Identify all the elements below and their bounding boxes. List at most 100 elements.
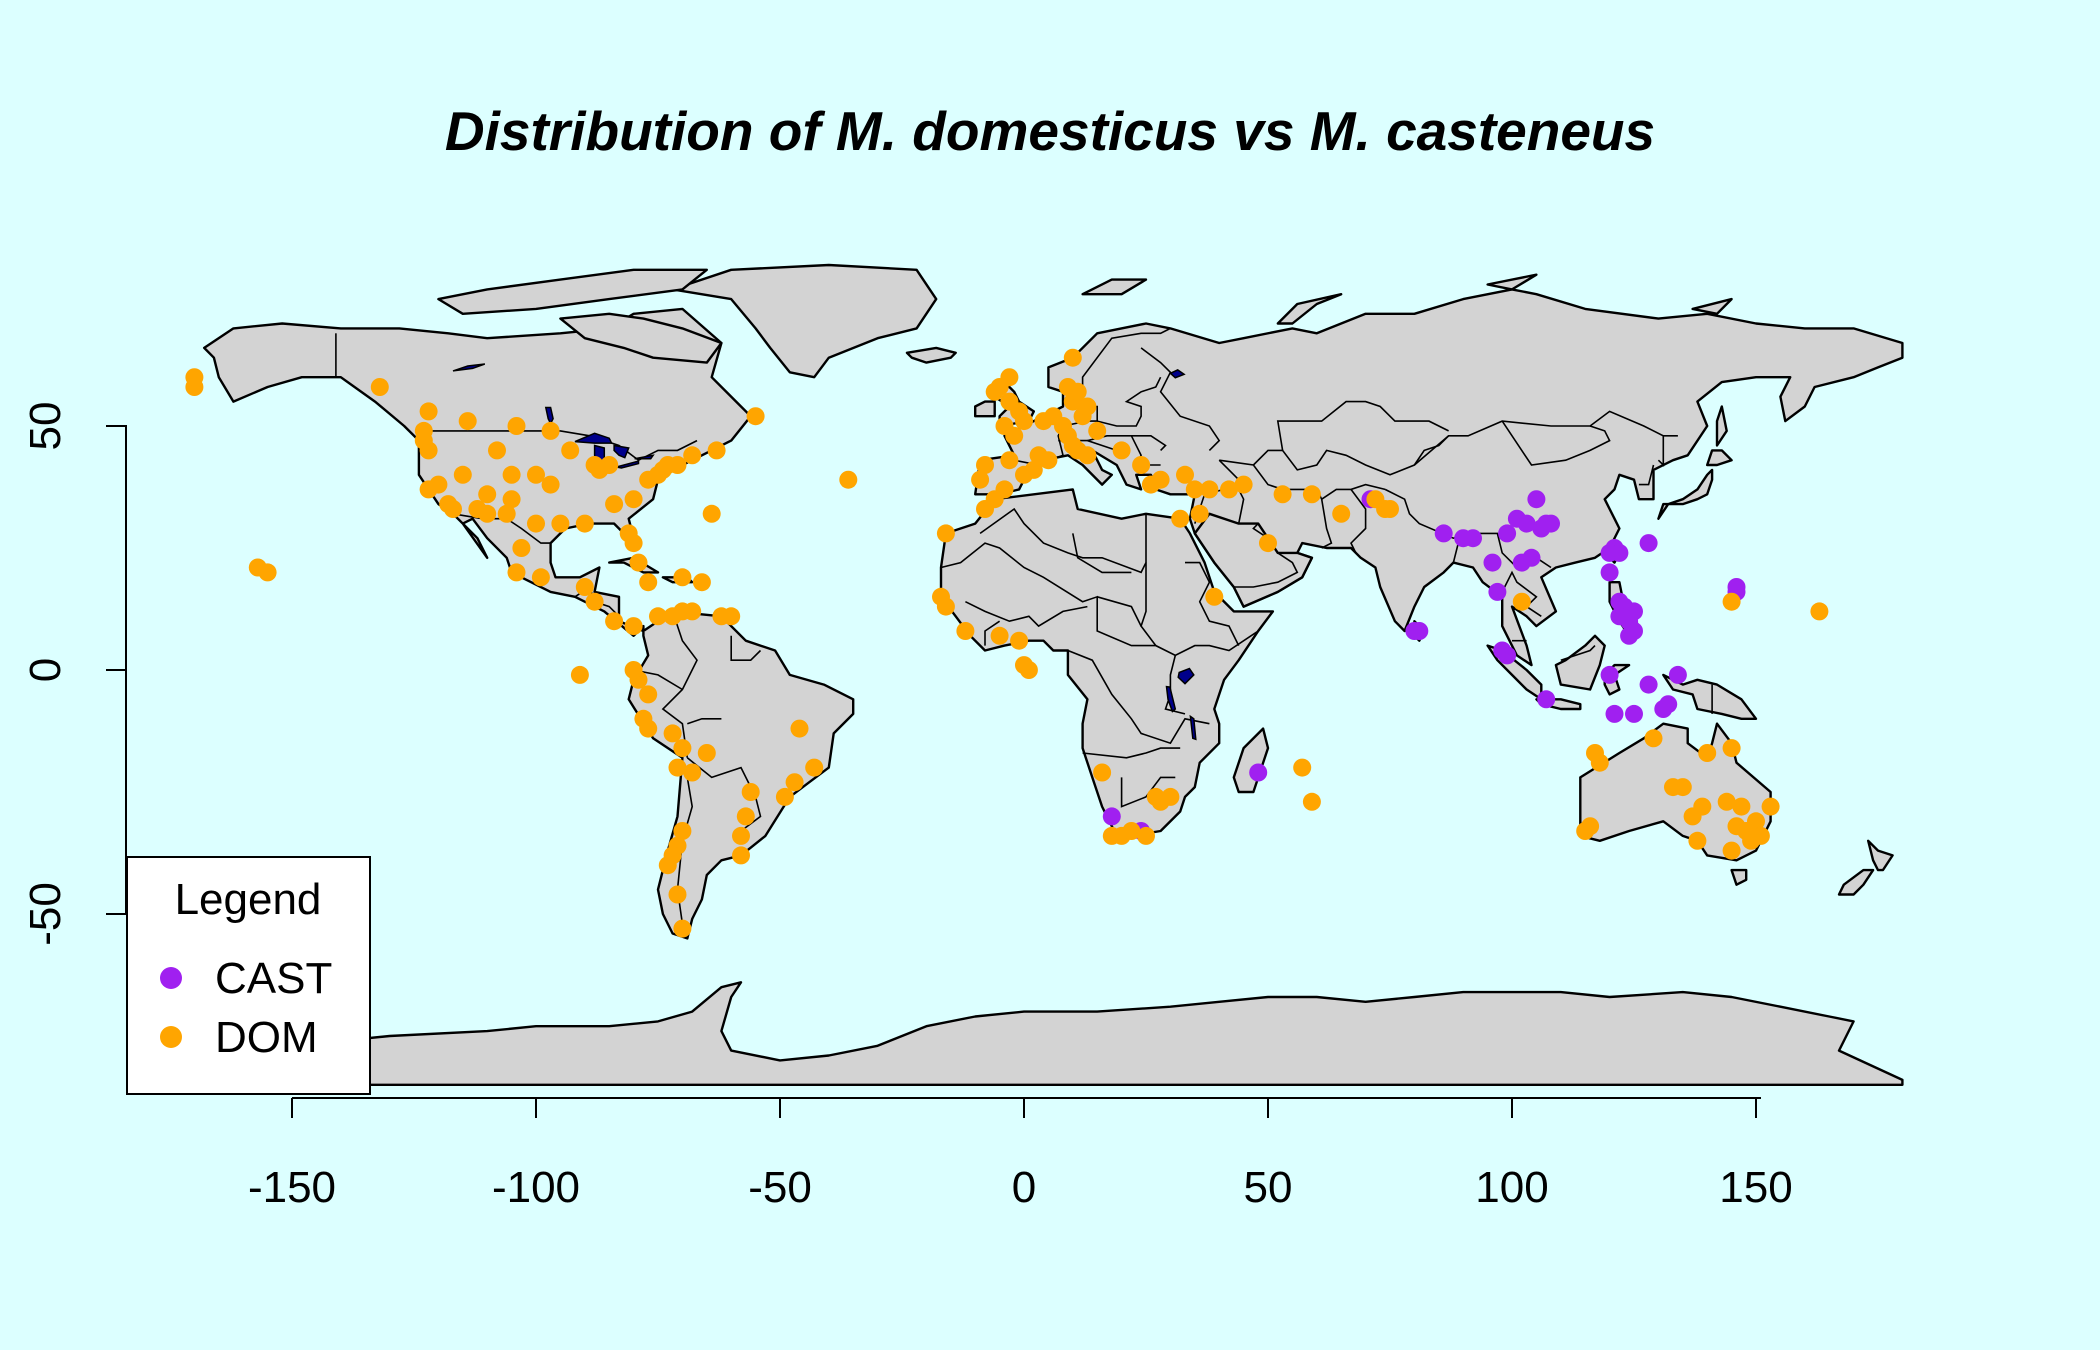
data-point-cast <box>1434 524 1453 543</box>
data-point-dom <box>1688 831 1707 850</box>
data-point-dom <box>1185 480 1204 499</box>
data-point-dom <box>1220 480 1238 499</box>
data-point-dom <box>1088 421 1107 440</box>
data-point-dom <box>453 465 472 484</box>
lake-tanganyika <box>1165 685 1177 713</box>
data-point-cast <box>1610 543 1629 562</box>
border-africa-6 <box>1120 776 1176 808</box>
y-tick-label: 0 <box>21 658 70 682</box>
y-axis-ticks: -50 0 50 <box>21 402 126 946</box>
data-point-cast <box>1620 626 1639 645</box>
data-point-dom <box>1161 787 1180 806</box>
lake-superior <box>574 432 613 444</box>
data-point-dom <box>605 612 624 631</box>
data-point-cast <box>1600 563 1619 582</box>
data-point-dom <box>1171 509 1190 528</box>
x-tick-label: 100 <box>1475 1163 1548 1212</box>
data-point-dom <box>512 539 531 557</box>
data-point-dom <box>956 622 975 640</box>
data-point-dom <box>683 446 702 465</box>
data-point-dom <box>658 856 677 875</box>
data-point-dom <box>673 822 692 840</box>
data-point-dom <box>1722 841 1741 860</box>
data-point-dom <box>775 787 794 806</box>
border-sa-3 <box>686 757 762 832</box>
data-point-dom <box>258 563 277 582</box>
border-asia-17 <box>1276 400 1449 451</box>
data-point-dom <box>839 470 858 489</box>
border-africa-4 <box>1067 649 1210 745</box>
land-japan <box>1657 468 1714 520</box>
lake-winnipeg <box>544 406 554 426</box>
data-point-cast <box>1410 622 1429 640</box>
occurrence-points-layer <box>185 348 1829 938</box>
land-borneo <box>1554 634 1606 691</box>
x-tick-label: -100 <box>492 1163 580 1212</box>
data-point-dom <box>741 783 760 801</box>
data-point-dom <box>1024 460 1043 479</box>
land-antarctica <box>144 981 1904 1086</box>
land-new-siberian <box>1691 297 1733 315</box>
land-arabia <box>1193 512 1314 608</box>
data-point-dom <box>502 465 521 484</box>
data-point-dom <box>561 441 580 460</box>
data-point-dom <box>444 500 462 518</box>
data-point-dom <box>1010 631 1029 650</box>
lake-ladoga <box>1169 369 1186 379</box>
data-point-dom <box>1693 797 1712 816</box>
data-point-dom <box>1747 812 1765 831</box>
data-point-dom <box>1234 475 1253 494</box>
border-asia-3 <box>1413 435 1450 466</box>
data-point-dom <box>1581 817 1600 836</box>
great-slave-lake <box>452 363 486 372</box>
data-point-cast <box>1605 704 1624 723</box>
x-axis-ticks: -150 -100 -50 0 50 100 150 <box>248 1098 1793 1212</box>
legend-title: Legend <box>175 875 322 924</box>
data-point-dom <box>1761 797 1780 816</box>
data-point-cast <box>1522 548 1541 567</box>
border-asia-15 <box>1638 464 1655 486</box>
data-point-cast <box>1483 553 1502 572</box>
legend-marker-dom <box>160 1026 182 1048</box>
border-asia-9 <box>1501 570 1542 617</box>
data-point-dom <box>668 885 687 904</box>
data-point-cast <box>1488 582 1507 601</box>
data-point-dom <box>639 685 658 704</box>
data-point-dom <box>624 617 643 636</box>
data-point-dom <box>531 568 550 587</box>
data-point-dom <box>668 456 687 474</box>
data-point-dom <box>673 919 692 938</box>
x-tick-label: -150 <box>248 1163 336 1212</box>
data-point-cast <box>1498 524 1517 543</box>
border-africa-3 <box>965 600 1088 628</box>
data-point-cast <box>1517 514 1536 533</box>
x-tick-label: 50 <box>1244 1163 1293 1212</box>
border-africa-8 <box>1140 562 1157 647</box>
border-borneo <box>1560 645 1596 661</box>
data-point-dom <box>185 368 204 387</box>
land-canadian-islands-2 <box>437 268 708 315</box>
data-point-dom <box>1293 758 1312 777</box>
data-point-cast <box>1625 704 1643 723</box>
land-south-america <box>627 610 855 940</box>
lakes-layer <box>452 363 1197 741</box>
data-point-dom <box>1722 592 1741 611</box>
data-point-dom <box>785 773 804 792</box>
border-africa-5 <box>1082 747 1181 759</box>
data-point-dom <box>1381 500 1399 518</box>
data-point-dom <box>605 495 624 514</box>
data-point-dom <box>1673 778 1692 797</box>
land-africa <box>939 488 1275 838</box>
data-point-dom <box>1512 592 1531 611</box>
data-point-dom <box>575 578 594 596</box>
data-point-dom <box>1112 441 1131 460</box>
data-point-dom <box>995 417 1014 435</box>
data-point-dom <box>570 665 589 684</box>
data-point-dom <box>527 465 545 484</box>
data-point-dom <box>527 514 545 533</box>
data-point-cast <box>1498 646 1517 665</box>
border-asia-16 <box>1657 435 1665 467</box>
data-point-dom <box>1205 587 1224 606</box>
data-point-cast <box>1659 695 1678 714</box>
data-point-dom <box>673 568 692 587</box>
